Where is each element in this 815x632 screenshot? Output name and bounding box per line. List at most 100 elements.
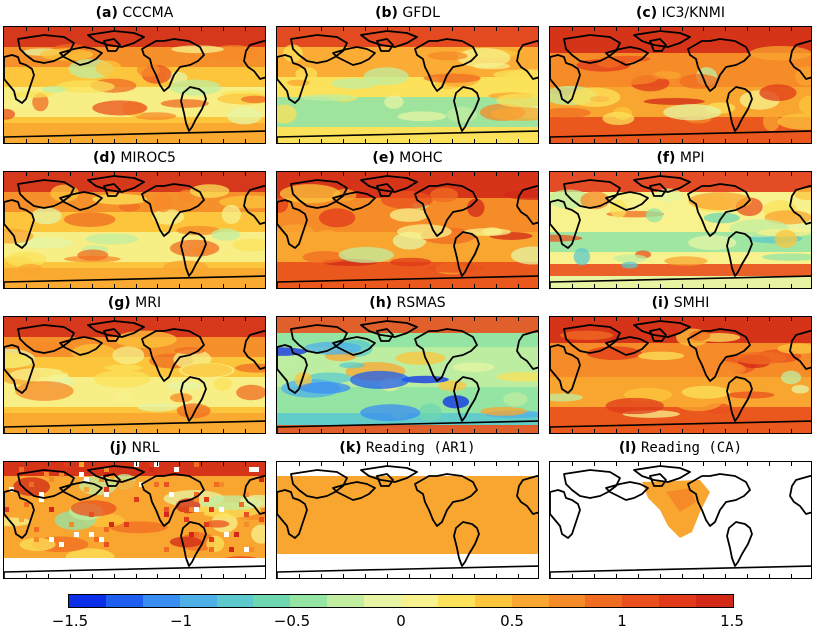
anomaly-blob (395, 351, 446, 365)
axis-tick (747, 462, 748, 466)
continent-coastline (59, 481, 103, 501)
axis-tick (299, 284, 300, 288)
axis-tick (114, 462, 115, 466)
axis-tick (725, 27, 726, 31)
continent-coastline (605, 481, 649, 501)
anomaly-blob (136, 63, 160, 77)
anomaly-blob (381, 191, 433, 210)
axis-tick (136, 462, 137, 466)
continent-coastline (687, 473, 751, 527)
colorbar-segment (622, 595, 660, 607)
axis-tick (409, 574, 410, 578)
grid-cell (154, 482, 159, 487)
continent-coastline (605, 191, 649, 211)
axis-tick (136, 574, 137, 578)
axis-tick (682, 139, 683, 143)
axis-tick (223, 172, 224, 176)
anomaly-blob (798, 95, 811, 115)
continent-coastline (550, 344, 581, 394)
anomaly-blob (77, 249, 109, 261)
continent-coastline (141, 328, 205, 382)
grid-cell (39, 497, 44, 502)
axis-tick (299, 139, 300, 143)
axis-tick (321, 27, 322, 31)
continent-coastline (87, 175, 145, 193)
antarctica-coastline (277, 130, 538, 143)
axis-tick (518, 172, 519, 176)
axis-tick (594, 27, 595, 31)
anomaly-map (3, 26, 266, 144)
anomaly-field (4, 27, 265, 143)
anomaly-blob (791, 384, 810, 394)
grid-cell (84, 477, 89, 482)
panel-model-name: MOHC (399, 150, 443, 166)
panel-nrl: (j) NRL (3, 438, 266, 583)
axis-tick (70, 429, 71, 433)
panel-miroc5: (d) MIROC5 (3, 148, 266, 293)
grid-cell (239, 502, 244, 507)
continent-coastline (414, 38, 478, 92)
anomaly-blob (568, 87, 621, 107)
axis-tick (474, 429, 475, 433)
anomaly-blob (423, 73, 481, 83)
continent-coastline (4, 489, 35, 539)
axis-tick (223, 462, 224, 466)
panel-model-name: MPI (679, 150, 705, 166)
antarctica-coastline (4, 420, 265, 433)
anomaly-blob (251, 524, 265, 544)
continent-coastline (180, 86, 207, 132)
anomaly-blob (503, 392, 528, 407)
colorbar (68, 594, 734, 608)
anomaly-blob (496, 93, 538, 108)
anomaly-blob (221, 204, 241, 225)
panel-title: (i) SMHI (549, 293, 812, 313)
continent-coastline (789, 40, 811, 80)
axis-tick (474, 317, 475, 321)
grid-cell (79, 472, 84, 477)
axis-tick (791, 172, 792, 176)
axis-tick (616, 172, 617, 176)
colorbar-segment (696, 595, 734, 607)
axis-tick (430, 429, 431, 433)
axis-tick (70, 574, 71, 578)
axis-tick (496, 574, 497, 578)
latitude-band (4, 413, 265, 433)
axis-tick (26, 284, 27, 288)
grid-cell (19, 517, 24, 522)
axis-tick (201, 462, 202, 466)
continent-coastline (103, 183, 121, 197)
anomaly-blob (167, 381, 202, 391)
axis-tick (703, 284, 704, 288)
grid-cell (34, 527, 39, 532)
anomaly-blob (550, 366, 583, 376)
anomaly-blob (176, 225, 221, 236)
axis-tick (136, 172, 137, 176)
grid-cell (244, 522, 249, 527)
axis-tick (616, 462, 617, 466)
continent-coastline (243, 475, 265, 515)
panel-title: (j) NRL (3, 438, 266, 458)
continent-coastline (17, 34, 75, 64)
grid-cell (164, 487, 169, 492)
continent-coastline (516, 40, 538, 80)
axis-tick (518, 27, 519, 31)
grid-cell (39, 492, 44, 497)
continent-coastline (414, 328, 478, 382)
axis-tick (452, 462, 453, 466)
axis-tick (518, 317, 519, 321)
grid-cell (219, 482, 224, 487)
anomaly-blob (621, 261, 639, 269)
colorbar-segment (474, 595, 512, 607)
grid-cell (44, 472, 49, 477)
grid-cell (164, 512, 169, 517)
grid-cell (204, 522, 209, 527)
colorbar-segment (216, 595, 254, 607)
axis-tick (26, 139, 27, 143)
anomaly-blob (63, 212, 116, 228)
axis-tick (365, 172, 366, 176)
axis-tick (245, 462, 246, 466)
axis-tick (572, 317, 573, 321)
colorbar-segment (142, 595, 180, 607)
axis-tick (682, 317, 683, 321)
axis-tick (245, 574, 246, 578)
